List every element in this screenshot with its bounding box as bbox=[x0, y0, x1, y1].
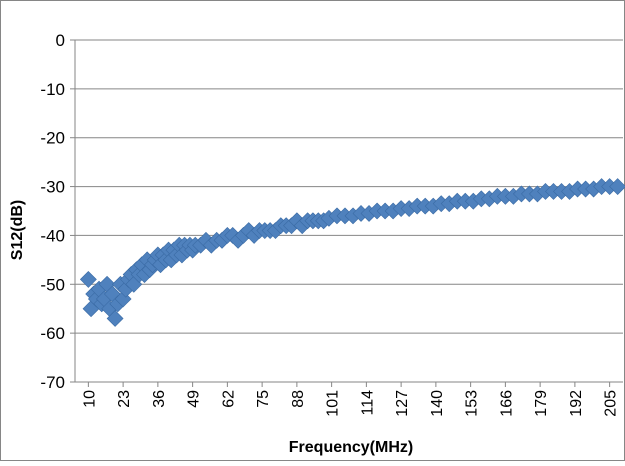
y-tick-label: -30 bbox=[40, 178, 65, 197]
data-points bbox=[79, 178, 625, 327]
y-axis-title: S12(dB) bbox=[9, 200, 26, 260]
gridlines bbox=[75, 39, 623, 383]
data-point bbox=[79, 270, 97, 288]
x-tick-label: 62 bbox=[220, 390, 237, 408]
x-tick-label: 127 bbox=[394, 390, 411, 417]
data-point bbox=[106, 310, 124, 327]
x-tick-label: 153 bbox=[464, 390, 481, 417]
x-tick-labels: 10 23 36 49 62 75 88 101 114 127 140 153 166 179 192 20… bbox=[81, 390, 619, 417]
x-tick-label: 101 bbox=[325, 390, 342, 417]
y-tick-label: -40 bbox=[40, 226, 65, 245]
x-axis-title: Frequency(MHz) bbox=[289, 439, 413, 456]
axes bbox=[70, 39, 611, 387]
data-point bbox=[609, 178, 625, 195]
x-tick-label: 49 bbox=[186, 390, 203, 408]
y-tick-label: 0 bbox=[56, 31, 65, 50]
y-tick-labels: 0 -10 -20 -30 -40 -50 -60 -70 bbox=[40, 31, 65, 392]
x-tick-label: 36 bbox=[151, 390, 168, 408]
y-tick-label: -70 bbox=[40, 373, 65, 392]
x-tick-label: 23 bbox=[116, 390, 133, 408]
x-tick-label: 75 bbox=[255, 390, 272, 408]
x-tick-label: 166 bbox=[498, 390, 515, 417]
x-tick-label: 192 bbox=[568, 390, 585, 417]
y-tick-label: -10 bbox=[40, 80, 65, 99]
x-tick-label: 140 bbox=[429, 390, 446, 417]
y-tick-label: -20 bbox=[40, 129, 65, 148]
x-tick-label: 88 bbox=[290, 390, 307, 408]
y-tick-label: -50 bbox=[40, 275, 65, 294]
x-tick-label: 10 bbox=[81, 390, 98, 408]
x-tick-label: 179 bbox=[533, 390, 550, 417]
y-tick-label: -60 bbox=[40, 324, 65, 343]
x-tick-label: 205 bbox=[603, 390, 620, 417]
x-tick-label: 114 bbox=[359, 390, 376, 416]
